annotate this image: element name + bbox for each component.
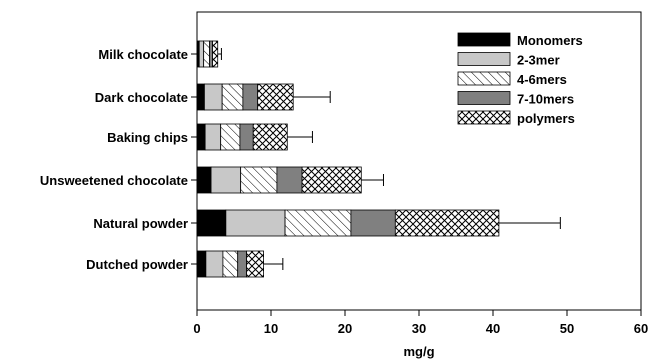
bar-segment xyxy=(196,83,205,111)
bar-segment xyxy=(350,209,396,237)
legend-label: 2-3mer xyxy=(517,53,560,68)
legend-label: polymers xyxy=(517,111,575,126)
category-label: Dutched powder xyxy=(86,257,188,272)
legend-label: 7-10mers xyxy=(517,92,574,107)
bar-segment xyxy=(284,209,352,237)
category-label: Baking chips xyxy=(107,130,188,145)
error-bars xyxy=(217,48,561,270)
x-tick-label: 40 xyxy=(486,321,500,336)
bar-segment xyxy=(252,123,288,151)
x-tick-label: 20 xyxy=(338,321,352,336)
category-label: Milk chocolate xyxy=(98,47,188,62)
bar-segment xyxy=(276,166,303,194)
x-tick-label: 30 xyxy=(412,321,426,336)
bar-segment xyxy=(246,250,265,278)
bar-segment xyxy=(196,209,227,237)
bar-segment xyxy=(394,209,500,237)
x-axis-title: mg/g xyxy=(403,344,434,359)
legend-swatch xyxy=(457,52,511,66)
bar-segment xyxy=(301,166,362,194)
bar-segment xyxy=(203,40,210,68)
bar-segment xyxy=(222,250,239,278)
bar-segment xyxy=(196,250,207,278)
category-label: Unsweetened chocolate xyxy=(40,173,188,188)
bar-segment xyxy=(196,166,212,194)
bar-segment xyxy=(198,40,205,68)
bar-segment xyxy=(220,123,241,151)
bar-segment xyxy=(242,83,259,111)
bar-segment xyxy=(209,40,213,68)
bar-segment xyxy=(210,166,242,194)
x-tick-label: 0 xyxy=(193,321,200,336)
bar-segment xyxy=(203,83,223,111)
x-tick-label: 10 xyxy=(264,321,278,336)
bar-segment xyxy=(196,123,206,151)
x-axis-ticks: 0 10 20 30 40 50 60 xyxy=(193,310,648,336)
bar-segment xyxy=(204,123,222,151)
legend-swatch xyxy=(457,32,511,47)
bar-segments xyxy=(196,40,500,278)
legend-label: Monomers xyxy=(517,33,583,48)
legend-label: 4-6mers xyxy=(517,72,567,87)
x-tick-label: 60 xyxy=(634,321,648,336)
bar-segment xyxy=(239,123,254,151)
legend-swatch xyxy=(457,110,511,125)
bar-segment xyxy=(257,83,294,111)
bar-segment xyxy=(205,250,224,278)
bar-segment xyxy=(240,166,278,194)
bar-segment xyxy=(221,83,244,111)
bar-segment xyxy=(212,40,219,68)
bar-segment xyxy=(237,250,247,278)
legend: Monomers 2-3mer 4-6mers 7-10mers polymers xyxy=(457,32,583,126)
category-label: Dark chocolate xyxy=(95,90,188,105)
x-tick-label: 50 xyxy=(560,321,574,336)
bar-segment xyxy=(225,209,286,237)
legend-swatch xyxy=(457,91,511,105)
legend-swatch xyxy=(457,71,511,86)
y-axis-category-labels: Milk chocolate Dark chocolate Baking chips… xyxy=(40,47,197,272)
category-label: Natural powder xyxy=(93,216,188,231)
